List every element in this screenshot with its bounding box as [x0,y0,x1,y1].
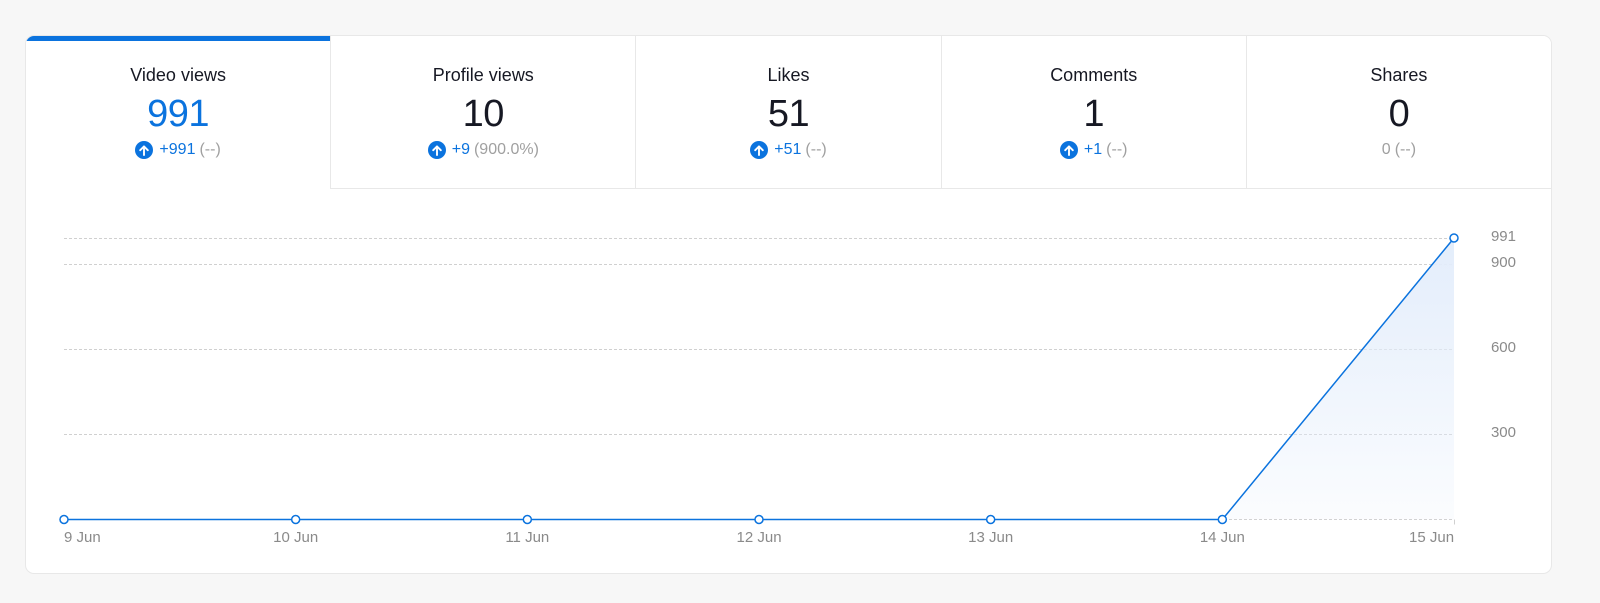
delta-percent: (--) [805,141,827,158]
metric-label: Likes [767,65,810,85]
metric-delta: 0 (--) [1247,140,1551,160]
metric-delta: +1 (--) [942,140,1246,160]
arrow-up-circle-icon [1059,141,1078,159]
metric-tabs: Video views 991 +991 (--) Profile views … [26,36,1551,189]
delta-percent: (--) [1106,141,1128,158]
arrow-up-circle-icon [427,141,446,159]
tab-video-views[interactable]: Video views 991 +991 (--) [26,36,331,189]
tab-comments[interactable]: Comments 1 +1 (--) [940,36,1246,189]
metric-value: 51 [767,93,810,135]
arrow-up-circle-icon [750,141,769,159]
delta-change: +991 [159,141,196,158]
metric-label: Shares [1370,65,1428,85]
delta-percent: (--) [1394,141,1417,158]
delta-change: +9 [451,141,470,158]
delta-change: +1 [1083,141,1103,158]
metric-value: 991 [147,93,210,135]
metric-value: 0 [1388,93,1410,135]
tab-profile-views[interactable]: Profile views 10 +9 (900.0%) [330,36,636,189]
delta-percent: (--) [199,141,221,158]
metric-delta: +991 (--) [26,140,330,160]
metric-delta: +51 (--) [636,140,940,160]
tab-shares[interactable]: Shares 0 0 (--) [1245,36,1551,189]
analytics-card: Video views 991 +991 (--) Profile views … [25,35,1552,574]
metric-label: Profile views [432,65,534,85]
metric-label: Comments [1050,65,1138,85]
arrow-up-circle-icon [135,141,154,159]
metric-label: Video views [130,65,226,85]
tab-likes[interactable]: Likes 51 +51 (--) [635,36,941,189]
active-tab-indicator [26,36,331,41]
delta-change: +51 [774,141,802,158]
delta-percent: (900.0%) [473,141,539,158]
metric-value: 10 [462,93,505,135]
metric-delta: +9 (900.0%) [331,140,635,160]
delta-change: 0 [1381,141,1391,158]
metric-value: 1 [1083,93,1105,135]
